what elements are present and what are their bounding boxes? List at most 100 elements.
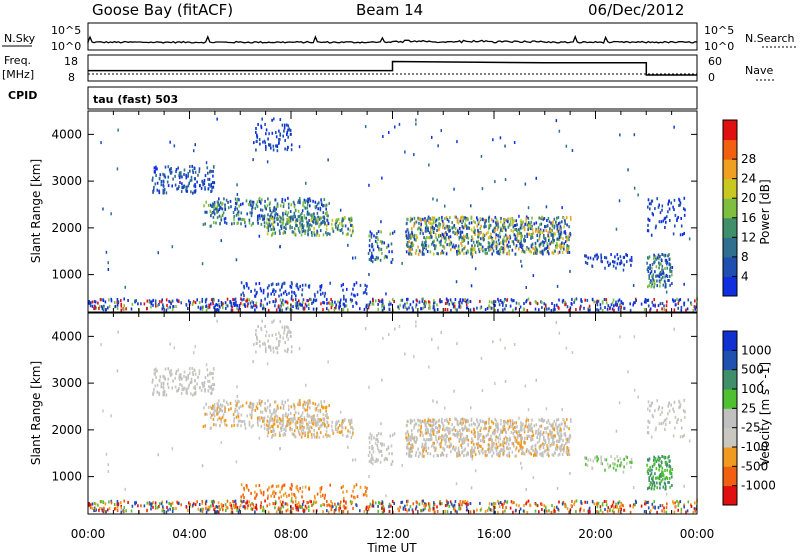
power-cell: [187, 172, 189, 175]
power-cell: [546, 205, 548, 208]
velocity-cell: [160, 375, 162, 378]
velocity-cell: [527, 437, 529, 440]
power-cell: [649, 284, 651, 287]
power-cell: [419, 217, 421, 220]
power-cell: [324, 222, 326, 225]
power-cell: [513, 240, 515, 243]
velocity-cell: [285, 412, 287, 415]
power-cell: [311, 224, 313, 227]
velocity-cell: [213, 418, 215, 421]
power-cell: [467, 251, 469, 254]
power-cell: [251, 305, 253, 308]
velocity-cell: [371, 454, 373, 457]
power-cell: [246, 199, 248, 202]
power-cell: [277, 223, 279, 226]
power-cell: [540, 251, 542, 254]
power-cell: [383, 304, 385, 307]
power-cell: [521, 224, 523, 227]
velocity-cell: [443, 453, 445, 456]
power-cell: [604, 298, 606, 301]
power-cell: [545, 305, 547, 308]
power-cell: [481, 155, 483, 158]
velocity-cell: [298, 417, 300, 420]
power-cell: [558, 216, 560, 219]
power-cell: [491, 301, 493, 304]
power-cell: [678, 302, 680, 305]
power-cell: [230, 205, 232, 208]
power-cell: [422, 241, 424, 244]
power-cell: [95, 301, 97, 304]
power-cell: [187, 175, 189, 178]
power-cell: [224, 221, 226, 224]
velocity-cell: [654, 462, 656, 465]
power-cell: [425, 244, 427, 247]
velocity-cell: [248, 489, 250, 492]
velocity-cell: [213, 411, 215, 414]
velocity-cell: [377, 447, 379, 450]
velocity-cell: [435, 438, 437, 441]
nsky-trace: [88, 37, 697, 43]
power-cell: [523, 302, 525, 305]
power-cell: [449, 229, 451, 232]
velocity-cell: [561, 447, 563, 450]
velocity-cell: [204, 424, 206, 427]
power-cell: [620, 255, 622, 258]
power-cell: [567, 236, 569, 239]
velocity-cell: [152, 379, 154, 382]
velocity-cell: [277, 404, 279, 407]
velocity-cell: [503, 438, 505, 441]
power-cell: [471, 217, 473, 220]
power-cell: [262, 209, 264, 212]
power-cell: [417, 246, 419, 249]
power-cell: [237, 193, 239, 196]
power-cell: [111, 299, 113, 302]
velocity-cell: [255, 333, 257, 336]
power-cell: [390, 303, 392, 306]
velocity-cell: [233, 413, 235, 416]
velocity-cell: [235, 404, 237, 407]
power-cell: [233, 211, 235, 214]
power-cell: [307, 207, 309, 210]
velocity-cell: [305, 486, 307, 489]
velocity-cell: [428, 447, 430, 450]
power-cell: [312, 200, 314, 203]
power-cell: [155, 183, 157, 186]
power-cell: [257, 123, 259, 126]
velocity-cell: [563, 450, 565, 453]
power-cell: [204, 186, 206, 189]
velocity-cell: [335, 425, 337, 428]
velocity-cell: [563, 444, 565, 447]
velocity-cell: [496, 449, 498, 452]
power-cell: [608, 304, 610, 307]
power-cell: [429, 303, 431, 306]
power-cell: [217, 211, 219, 214]
velocity-cell: [312, 418, 314, 421]
power-cell: [495, 233, 497, 236]
power-cell: [281, 301, 283, 304]
power-cell: [656, 265, 658, 268]
power-cell: [301, 304, 303, 307]
power-cell: [164, 175, 166, 178]
power-cell: [684, 208, 686, 211]
velocity-cell: [386, 448, 388, 451]
velocity-cell: [261, 400, 263, 403]
velocity-cell: [490, 435, 492, 438]
power-cell: [296, 301, 298, 304]
power-cell: [298, 210, 300, 213]
power-cell: [302, 226, 304, 229]
velocity-cell: [189, 367, 191, 370]
power-cell: [654, 305, 656, 308]
velocity-cell: [265, 409, 267, 412]
velocity-cell: [179, 378, 181, 381]
power-cell: [369, 258, 371, 261]
power-cell: [315, 217, 317, 220]
power-cell: [524, 235, 526, 238]
velocity-cell: [194, 379, 196, 382]
power-cell: [433, 253, 435, 256]
velocity-cell: [282, 337, 284, 340]
velocity-cell: [549, 422, 551, 425]
power-cell: [375, 240, 377, 243]
power-cell: [380, 220, 382, 223]
power-cell: [187, 307, 189, 310]
velocity-cell: [429, 438, 431, 441]
